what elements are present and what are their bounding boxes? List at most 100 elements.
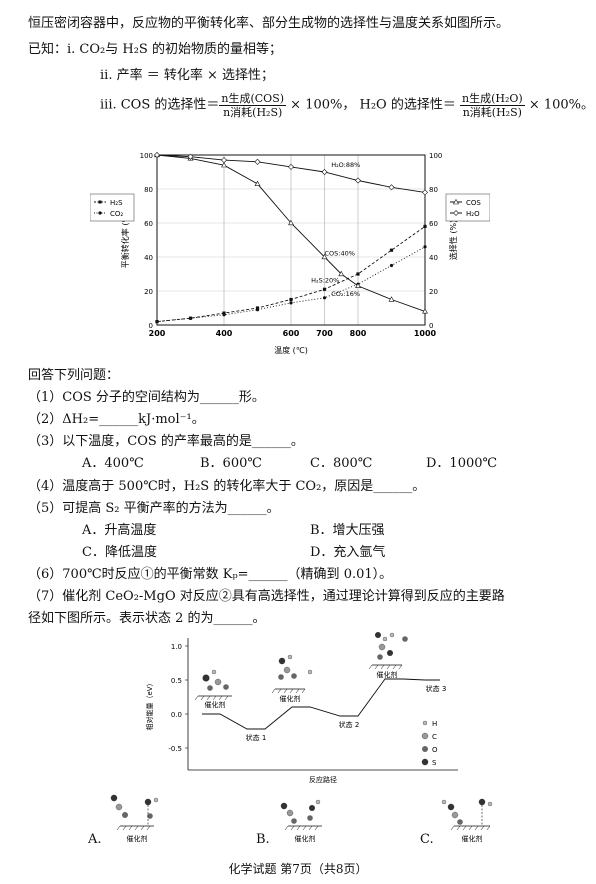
atom-s xyxy=(375,632,381,638)
chart-series xyxy=(153,151,429,324)
y-tick-label-right: 20 xyxy=(429,288,438,296)
data-point-co xyxy=(222,313,226,317)
known-i: 已知：i. CO₂与 H₂S 的初始物质的量相等； xyxy=(28,42,282,57)
atom-h xyxy=(315,799,321,805)
data-point-cos xyxy=(288,219,294,226)
atom-s xyxy=(202,674,210,682)
data-point-co xyxy=(255,308,260,312)
atom-c xyxy=(115,803,123,811)
y-tick-label-left: 100 xyxy=(140,152,153,160)
known-iii-suffix: × 100%。 xyxy=(528,97,595,113)
data-point-ho xyxy=(287,163,295,170)
data-point-cos xyxy=(254,180,261,187)
energy-tick-label-neg05: -0.5 xyxy=(168,745,182,753)
y-tick-label-left: 40 xyxy=(144,254,153,262)
data-point-cos xyxy=(355,282,361,288)
legend-right-box xyxy=(445,193,490,222)
data-point-hs xyxy=(222,311,226,315)
atom-o xyxy=(147,813,153,819)
left-axis-label: 平衡转化率 (%) xyxy=(120,212,130,268)
y-tick-label-right: 0 xyxy=(429,322,433,330)
data-point-hs xyxy=(423,224,427,228)
atom-s xyxy=(309,805,315,811)
question-4: （4）温度高于 500℃时，H₂S 的转化率大于 CO₂，原因是______。 xyxy=(28,479,426,494)
atom-h xyxy=(307,669,313,675)
y-tick-label-right: 40 xyxy=(429,254,438,262)
legend-o-label: O xyxy=(432,746,438,754)
catalyst-hatching xyxy=(271,688,306,694)
legend-left: H₂S CO₂ xyxy=(90,193,135,222)
choice-a-structure: 催化剂 xyxy=(110,794,159,843)
atom-h xyxy=(441,799,447,805)
choice-c-structure: 催化剂 xyxy=(441,798,493,843)
data-point-cos xyxy=(422,308,428,314)
data-point-cos xyxy=(388,296,395,302)
state-2-label: 状态 2 xyxy=(339,720,360,729)
series-line-cos xyxy=(156,154,426,312)
atom-s xyxy=(447,803,455,811)
question-5: （5）可提高 S₂ 平衡产率的方法为______。 xyxy=(28,501,280,516)
atom-s xyxy=(278,657,286,665)
atom-o xyxy=(278,674,284,680)
y-tick-label-right: 100 xyxy=(429,152,442,160)
data-point-cos xyxy=(221,161,227,168)
data-point-cos xyxy=(321,253,328,260)
state-3-label: 状态 3 xyxy=(426,684,447,693)
x-tick-label: 800 xyxy=(350,329,367,338)
known-iii-mid: × 100%， H₂O 的选择性＝ xyxy=(290,97,456,113)
energy-profile-diagram: 1.0 0.5 0.0 -0.5 相对能量（eV） 反应路径 状态 1 状态 2… xyxy=(145,632,458,784)
atom-s xyxy=(144,798,152,806)
atom-h xyxy=(389,632,395,638)
atom-o xyxy=(223,684,229,690)
x-tick-label: 600 xyxy=(283,329,300,338)
legend-c-atom xyxy=(421,732,429,740)
q5-option-d: D．充入氩气 xyxy=(310,545,386,560)
question-2: （2）ΔH₂=______kJ·mol⁻¹。 xyxy=(28,412,205,427)
legend-s-label: S xyxy=(432,759,437,767)
legend-h-label: H xyxy=(432,720,437,728)
data-point-ho xyxy=(220,157,228,164)
chart-annotation: COS:40% xyxy=(325,249,355,257)
choice-b-label: B. xyxy=(256,832,270,847)
choice-b-structure: 催化剂 xyxy=(280,799,322,843)
catalyst-label: 催化剂 xyxy=(280,694,301,703)
data-point-hs xyxy=(255,306,260,310)
data-point-co xyxy=(389,263,394,268)
catalyst-hatching xyxy=(194,695,229,701)
chart-annotation: H₂S:20% xyxy=(311,277,339,285)
data-point-ho xyxy=(388,184,395,191)
atom-c xyxy=(451,811,459,819)
legend-h2s-marker xyxy=(98,200,102,204)
legend-cos-label: COS xyxy=(466,199,481,207)
intro-text: 恒压密闭容器中，反应物的平衡转化率、部分生成物的选择性与温度关系如图所示。 xyxy=(28,16,510,31)
energy-tick-label-05: 0.5 xyxy=(171,677,182,685)
legend-c-label: C xyxy=(432,733,437,741)
atom-o xyxy=(377,654,383,660)
q5-option-a: A．升高温度 xyxy=(82,523,157,538)
initial-state-structure: 催化剂 xyxy=(194,669,232,709)
atom-o xyxy=(122,812,128,818)
data-point-hs xyxy=(322,287,327,291)
catalyst-hatching xyxy=(116,825,151,831)
q3-option-b: B．600℃ xyxy=(200,456,262,471)
data-point-ho xyxy=(321,168,328,176)
cos-selectivity-fraction: n生成(COS) n消耗(H₂S) xyxy=(219,92,287,119)
choice-a-label: A. xyxy=(88,832,102,847)
data-point-co xyxy=(155,320,159,324)
energy-x-label: 反应路径 xyxy=(309,775,337,784)
atom-c xyxy=(286,809,294,817)
catalyst-label: 催化剂 xyxy=(462,834,483,843)
chart-annotation: CO₂:16% xyxy=(331,290,360,298)
atom-c xyxy=(214,678,222,686)
atom-legend: H C O S xyxy=(421,720,438,767)
atom-h xyxy=(287,654,293,660)
h2o-selectivity-fraction: n生成(H₂O) n消耗(H₂S) xyxy=(459,92,525,119)
q5-option-c: C．降低温度 xyxy=(82,545,157,560)
data-point-hs xyxy=(356,272,360,276)
y-tick-label-left: 0 xyxy=(149,322,153,330)
state-1-label: 状态 1 xyxy=(246,733,267,742)
state-1-structure: 催化剂 xyxy=(271,654,313,703)
q5-option-b: B．增大压强 xyxy=(310,523,385,538)
choice-c-label: C. xyxy=(420,832,434,847)
